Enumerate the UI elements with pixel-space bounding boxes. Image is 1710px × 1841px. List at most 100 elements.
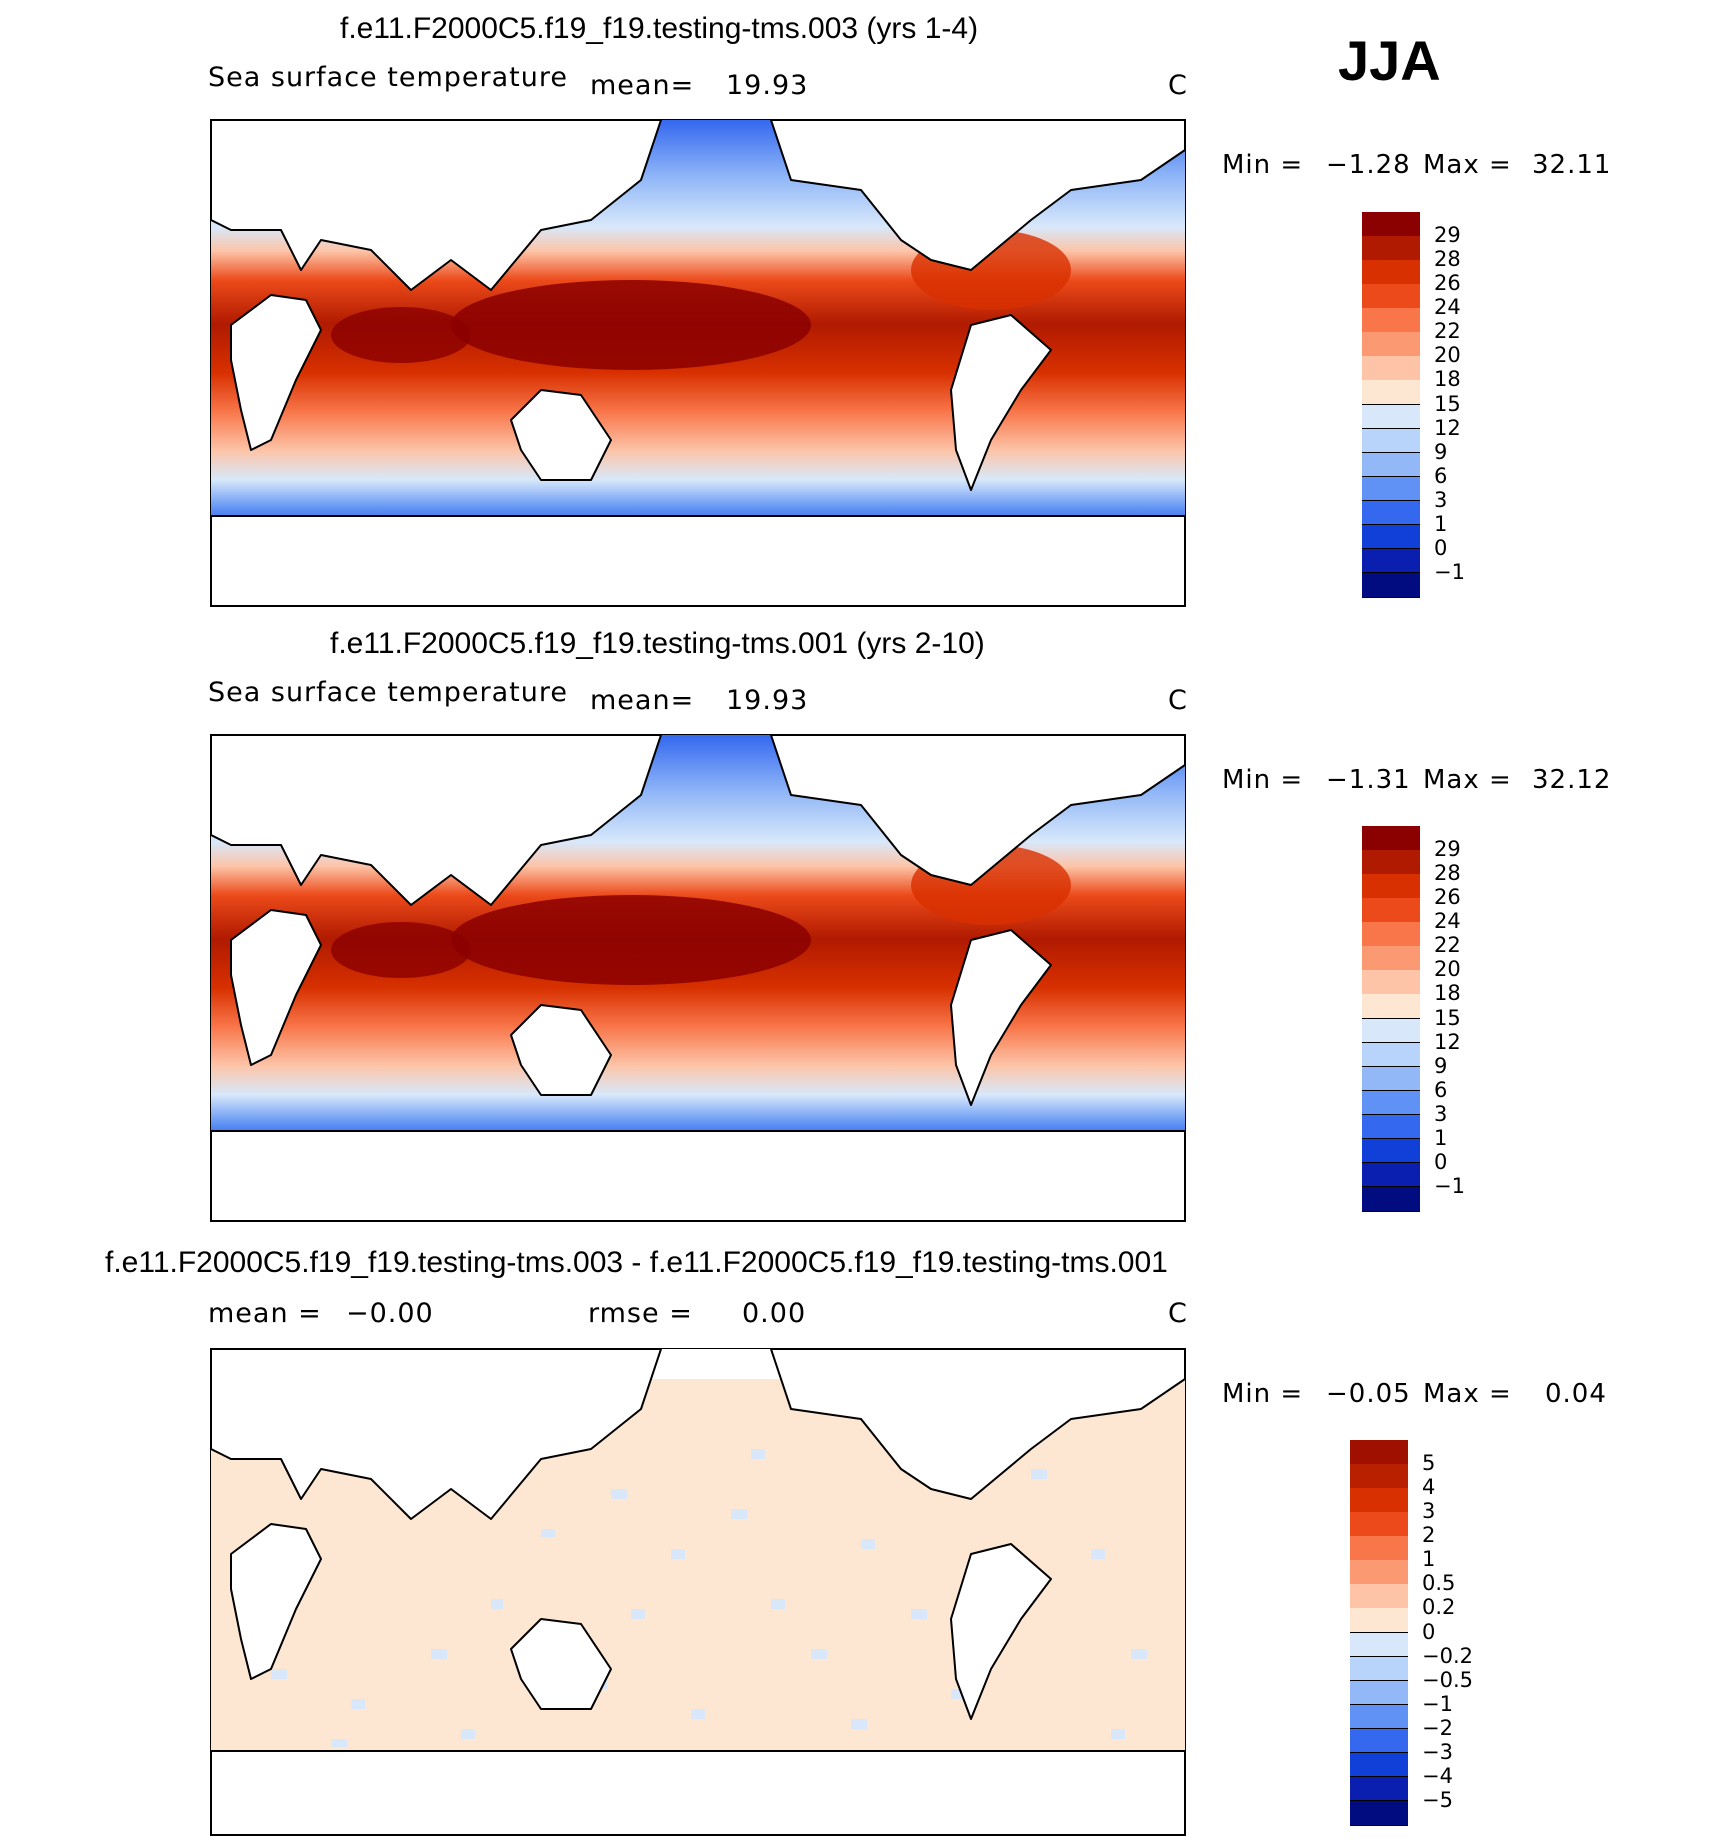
colorbar-bin (1362, 826, 1420, 851)
colorbar-tick-label: 29 (1434, 223, 1461, 248)
panel-1-colorbar: 29 28 26 24 22 20 18 15 12 9 6 3 1 0 −1 (1362, 212, 1465, 598)
colorbar-bin (1350, 1656, 1408, 1682)
colorbar-tick-label: 28 (1434, 861, 1461, 886)
colorbar-tick-label: 26 (1434, 885, 1461, 910)
panel-1-units: C (1168, 70, 1188, 101)
colorbar-bin (1362, 332, 1420, 357)
colorbar-bin (1362, 850, 1420, 875)
colorbar-bin (1362, 922, 1420, 947)
colorbar-bin (1362, 994, 1420, 1019)
colorbar-bin (1362, 1018, 1420, 1044)
panel-1-map (210, 119, 1186, 607)
panel-3-rmse-value: 0.00 (742, 1298, 807, 1329)
panel-1-max-label: Max = (1423, 150, 1512, 180)
colorbar-tick-label: 15 (1434, 1005, 1461, 1030)
colorbar-tick-label: 15 (1434, 391, 1461, 416)
colorbar-bin (1362, 898, 1420, 923)
colorbar-bin (1362, 524, 1420, 550)
colorbar-bin (1362, 572, 1420, 598)
panel-3-map-svg (211, 1349, 1185, 1835)
colorbar-tick-label: 22 (1434, 933, 1461, 958)
colorbar-bin (1350, 1728, 1408, 1754)
panel-3-mean-value: −0.00 (346, 1298, 434, 1329)
colorbar-bin (1362, 1162, 1420, 1188)
colorbar-tick-label: 12 (1434, 415, 1461, 440)
colorbar-bin (1350, 1512, 1408, 1537)
colorbar-tick-label: −3 (1422, 1739, 1453, 1764)
colorbar-tick-label: −1 (1434, 1173, 1465, 1198)
panel-2-min-value: −1.31 (1326, 765, 1411, 795)
colorbar-bin (1362, 874, 1420, 899)
colorbar-bin (1362, 236, 1420, 261)
colorbar-bin (1362, 404, 1420, 430)
panel-2-units: C (1168, 685, 1188, 716)
panel-3-title: f.e11.F2000C5.f19_f19.testing-tms.003 - … (105, 1246, 1168, 1279)
panel-3-max-label: Max = (1423, 1379, 1512, 1409)
colorbar-bin (1362, 1138, 1420, 1164)
colorbar-bin (1350, 1536, 1408, 1561)
colorbar-tick-label: 0.5 (1422, 1571, 1456, 1596)
colorbar-tick-label: 4 (1422, 1475, 1436, 1500)
colorbar-tick-label: 0 (1434, 535, 1448, 560)
colorbar-bin (1362, 260, 1420, 285)
panel-2-max-value: 32.12 (1532, 765, 1612, 795)
panel-2-map-svg (211, 735, 1185, 1221)
colorbar-tick-label: 3 (1434, 1101, 1448, 1126)
colorbar-bin (1350, 1776, 1408, 1802)
colorbar-tick-label: 1 (1434, 1125, 1448, 1150)
panel-2-colorbar: 29 28 26 24 22 20 18 15 12 9 6 3 1 0 −1 (1362, 826, 1465, 1212)
colorbar-tick-label: 3 (1422, 1499, 1436, 1524)
colorbar-bin (1362, 380, 1420, 405)
colorbar-tick-label: −1 (1422, 1691, 1453, 1716)
colorbar-tick-label: −1 (1434, 559, 1465, 584)
panel-1-variable-label: Sea surface temperature (208, 62, 568, 93)
colorbar-tick-label: 26 (1434, 271, 1461, 296)
colorbar-bin (1362, 452, 1420, 478)
colorbar-tick-label: 6 (1434, 463, 1448, 488)
colorbar-tick-label: 0 (1422, 1619, 1436, 1644)
colorbar-bin (1350, 1608, 1408, 1633)
colorbar-tick-label: 24 (1434, 909, 1461, 934)
colorbar-bin (1362, 476, 1420, 502)
panel-3-map (210, 1348, 1186, 1836)
colorbar-bin (1362, 284, 1420, 309)
panel-1-title: f.e11.F2000C5.f19_f19.testing-tms.003 (y… (340, 12, 979, 45)
panel-3-rmse-label: rmse = (588, 1298, 693, 1329)
colorbar-bin (1350, 1488, 1408, 1513)
panel-1-min-label: Min = (1222, 150, 1304, 180)
colorbar-tick-label: −5 (1422, 1787, 1453, 1812)
colorbar-bin (1362, 1090, 1420, 1116)
colorbar-bin (1362, 946, 1420, 971)
colorbar-tick-label: 24 (1434, 295, 1461, 320)
panel-2-mean-label: mean= (590, 685, 695, 716)
colorbar-tick-label: 3 (1434, 487, 1448, 512)
colorbar-bin (1362, 970, 1420, 995)
panel-3-colorbar: 5 4 3 2 1 0.5 0.2 0 −0.2 −0.5 −1 −2 −3 −4 −5 (1350, 1440, 1480, 1826)
colorbar-tick-label: 0 (1434, 1149, 1448, 1174)
colorbar-bin (1362, 1186, 1420, 1212)
colorbar-tick-label: 9 (1434, 439, 1448, 464)
colorbar-bin (1362, 356, 1420, 381)
colorbar-tick-label: 5 (1422, 1451, 1436, 1476)
colorbar-bin (1362, 1066, 1420, 1092)
panel-3-mean-label: mean = (208, 1298, 322, 1329)
colorbar-bin (1350, 1680, 1408, 1706)
panel-3-max-value: 0.04 (1545, 1379, 1607, 1409)
colorbar-tick-label: −2 (1422, 1715, 1453, 1740)
panel-2-map (210, 734, 1186, 1222)
colorbar-bin (1362, 428, 1420, 454)
colorbar-bin (1350, 1584, 1408, 1609)
colorbar-bin (1350, 1800, 1408, 1826)
colorbar-tick-label: 0.2 (1422, 1595, 1456, 1620)
panel-1-mean-value: 19.93 (726, 70, 809, 101)
panel-3-min-label: Min = (1222, 1379, 1304, 1409)
colorbar-bin (1350, 1632, 1408, 1658)
colorbar-bin (1362, 548, 1420, 574)
colorbar-bin (1350, 1560, 1408, 1585)
panel-3-min-value: −0.05 (1326, 1379, 1411, 1409)
colorbar-bin (1362, 1042, 1420, 1068)
colorbar-bin (1362, 500, 1420, 526)
panel-1-max-value: 32.11 (1532, 150, 1612, 180)
panel-2-title: f.e11.F2000C5.f19_f19.testing-tms.001 (y… (330, 627, 985, 660)
season-label: JJA (1338, 29, 1441, 92)
